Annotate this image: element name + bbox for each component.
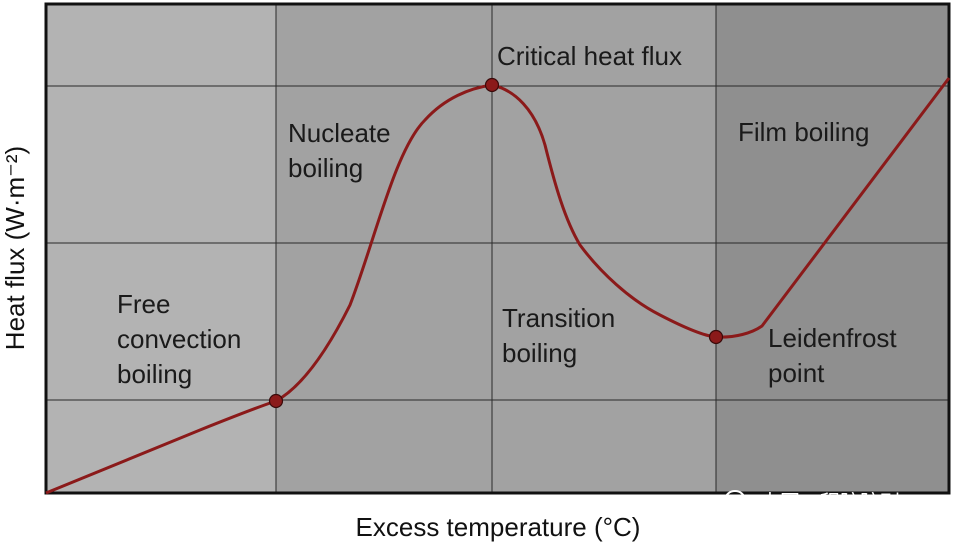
label-leidenfrost-line1: Leidenfrost [768, 323, 897, 353]
plot-frame [44, 2, 951, 495]
label-free-convection-line2: convection [117, 324, 241, 354]
label-transition: Transition boiling [502, 303, 622, 368]
label-transition-line2: boiling [502, 338, 577, 368]
label-critical-heat-flux: Critical heat flux [497, 41, 682, 71]
marker-onset-nucleate [268, 393, 284, 409]
label-leidenfrost-line2: point [768, 358, 825, 388]
x-axis-title: Excess temperature (°C) [356, 512, 641, 542]
label-film: Film boiling [738, 117, 870, 147]
region-film-bg [716, 4, 949, 493]
region-nucleate-bg [276, 4, 716, 493]
label-free-convection: Free convection boiling [117, 289, 249, 389]
label-transition-line1: Transition [502, 303, 615, 333]
wechat-icon [724, 489, 753, 511]
marker-leidenfrost [708, 329, 724, 345]
watermark: 中国工程院院刊 [724, 486, 900, 515]
marker-critical-heat-flux [484, 77, 500, 93]
label-leidenfrost: Leidenfrost point [768, 323, 904, 388]
label-free-convection-line3: boiling [117, 359, 192, 389]
label-nucleate: Nucleate boiling [288, 118, 398, 183]
region-free-convection-bg [46, 4, 276, 493]
label-nucleate-line1: Nucleate [288, 118, 391, 148]
label-free-convection-line1: Free [117, 289, 170, 319]
y-axis-title: Heat flux (W·m⁻²) [0, 146, 30, 350]
watermark-text: 中国工程院院刊 [760, 490, 900, 514]
label-nucleate-line2: boiling [288, 153, 363, 183]
